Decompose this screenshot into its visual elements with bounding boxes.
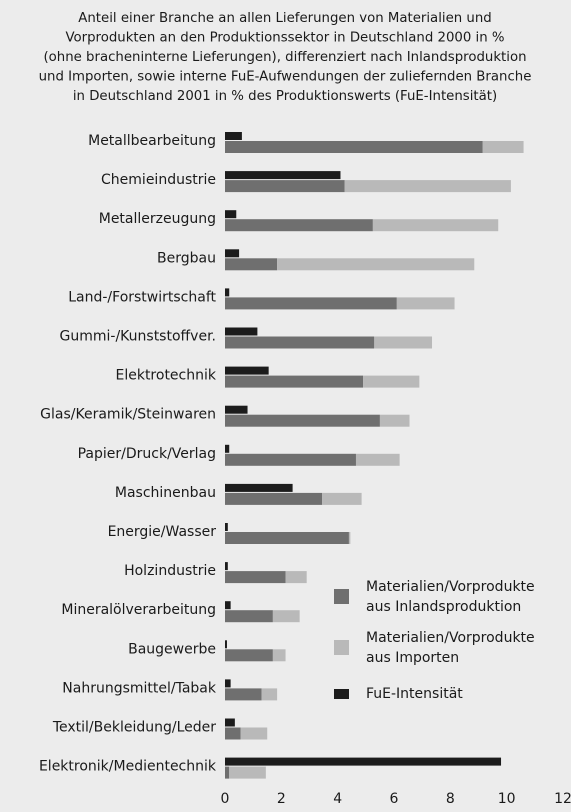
legend-swatch xyxy=(334,689,349,699)
y-tick-label: Bergbau xyxy=(157,250,216,266)
bar xyxy=(225,679,231,688)
legend-label: Materialien/Vorprodukte aus Importen xyxy=(366,630,535,666)
bar xyxy=(225,483,293,492)
y-tick-label: Holzindustrie xyxy=(124,563,216,579)
bar xyxy=(285,571,307,584)
bar xyxy=(225,180,345,193)
bar xyxy=(225,532,349,544)
y-tick-label: Energie/Wasser xyxy=(108,524,217,540)
bar xyxy=(225,366,269,375)
bar xyxy=(225,132,242,140)
legend-label: FuE-Intensität xyxy=(366,686,463,702)
y-tick-label: Maschinenbau xyxy=(115,485,216,501)
bar xyxy=(225,258,278,271)
bar xyxy=(225,610,273,623)
x-tick-label: 0 xyxy=(221,791,230,807)
bar xyxy=(225,523,228,531)
bar xyxy=(348,532,351,544)
x-tick-label: 2 xyxy=(277,791,286,807)
bar xyxy=(277,258,475,271)
bar xyxy=(225,171,341,180)
bar xyxy=(225,327,258,336)
bar xyxy=(272,649,286,662)
y-tick-label: Mineralölverarbeitung xyxy=(61,602,216,618)
y-tick-label: Metallerzeugung xyxy=(99,211,216,227)
bar xyxy=(344,180,511,193)
chart-title: (ohne bracheninterne Lieferungen), diffe… xyxy=(43,50,526,65)
y-tick-label: Nahrungsmittel/Tabak xyxy=(62,680,217,696)
x-tick-label: 8 xyxy=(446,791,455,807)
x-tick-label: 10 xyxy=(498,791,516,807)
bar xyxy=(225,562,228,571)
x-tick-label: 4 xyxy=(333,791,342,807)
bar xyxy=(225,414,380,427)
bar xyxy=(482,141,524,153)
x-tick-label: 12 xyxy=(554,791,571,807)
bar xyxy=(225,288,230,297)
bar xyxy=(396,297,455,310)
bar xyxy=(363,375,420,388)
y-tick-label: Textil/Bekleidung/Leder xyxy=(52,720,216,736)
bar xyxy=(379,414,410,427)
y-tick-label: Baugewerbe xyxy=(128,641,216,657)
bar xyxy=(355,453,400,466)
bar xyxy=(225,375,364,388)
bar xyxy=(225,571,286,584)
bar xyxy=(225,453,356,466)
bar xyxy=(225,640,227,649)
legend-swatch xyxy=(334,640,349,655)
bar xyxy=(374,336,433,349)
legend-swatch xyxy=(334,589,349,604)
legend-label: Materialien/Vorprodukte aus Inlandsproduk… xyxy=(366,579,535,615)
bar xyxy=(225,219,373,232)
x-tick-label: 6 xyxy=(390,791,399,807)
bar xyxy=(225,688,262,701)
bar xyxy=(225,210,237,219)
bar xyxy=(225,249,240,258)
bar xyxy=(261,688,278,701)
bar xyxy=(225,649,273,662)
bar xyxy=(225,405,248,414)
bar xyxy=(225,444,230,453)
y-tick-label: Land-/Forstwirtschaft xyxy=(68,289,216,305)
bar xyxy=(225,141,483,153)
bar xyxy=(229,766,266,779)
chart-title: in Deutschland 2001 in % des Produktions… xyxy=(73,89,497,104)
bar xyxy=(225,757,502,766)
bar xyxy=(225,492,323,505)
bar xyxy=(225,336,375,349)
chart-title: Anteil einer Branche an allen Lieferunge… xyxy=(78,11,491,26)
chart-title: Vorprodukten an den Produktionssektor in… xyxy=(65,31,504,46)
bar xyxy=(272,610,300,623)
y-tick-label: Elektrotechnik xyxy=(115,368,216,384)
bar xyxy=(225,601,231,610)
bar xyxy=(225,727,241,740)
y-tick-label: Glas/Keramik/Steinwaren xyxy=(40,407,216,423)
y-tick-label: Metallbearbeitung xyxy=(88,133,216,149)
y-tick-label: Elektronik/Medientechnik xyxy=(39,759,217,775)
bar xyxy=(240,727,268,740)
bar xyxy=(225,766,230,779)
y-tick-label: Papier/Druck/Verlag xyxy=(78,446,216,462)
y-tick-label: Gummi-/Kunststoffver. xyxy=(60,329,216,345)
y-tick-label: Chemieindustrie xyxy=(101,172,216,188)
bar xyxy=(225,297,397,310)
chart-title: und Importen, sowie interne FuE-Aufwendu… xyxy=(39,70,532,85)
bar xyxy=(225,718,235,727)
bar xyxy=(322,492,362,505)
bar xyxy=(372,219,499,232)
